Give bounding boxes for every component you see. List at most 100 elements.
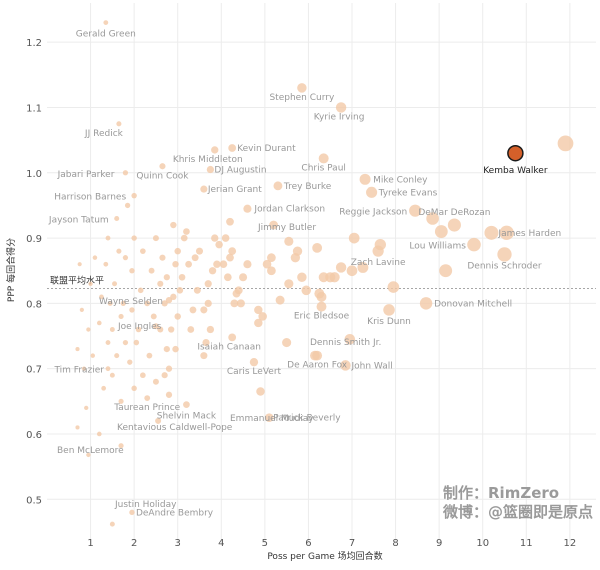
point-label: Jabari Parker bbox=[57, 170, 115, 180]
data-point bbox=[228, 144, 237, 152]
x-tick-label: 6 bbox=[305, 538, 311, 549]
data-point bbox=[129, 307, 135, 313]
data-point bbox=[159, 163, 166, 170]
data-point bbox=[86, 452, 91, 458]
data-point bbox=[290, 253, 301, 263]
data-point bbox=[447, 218, 461, 232]
point-label: Jordan Clarkson bbox=[253, 205, 325, 215]
data-point bbox=[409, 204, 422, 217]
y-tick-label: 1.2 bbox=[26, 38, 42, 49]
data-point bbox=[174, 313, 181, 320]
data-point bbox=[301, 285, 312, 296]
data-point bbox=[176, 287, 184, 294]
point-label: DeAndre Bembry bbox=[136, 508, 214, 518]
data-point bbox=[254, 305, 263, 315]
data-point bbox=[183, 228, 190, 235]
data-point bbox=[183, 401, 190, 408]
data-point bbox=[150, 313, 157, 320]
grid-lines bbox=[47, 3, 596, 545]
data-point bbox=[170, 221, 177, 229]
data-point bbox=[103, 261, 109, 267]
x-tick-label: 11 bbox=[520, 538, 533, 549]
point-label: Dennis Schroder bbox=[467, 261, 542, 271]
data-point bbox=[131, 385, 137, 392]
data-point bbox=[226, 253, 234, 262]
data-point bbox=[122, 255, 129, 261]
point-label: Kevin Durant bbox=[237, 144, 296, 154]
point-label: Stephen Curry bbox=[269, 93, 335, 103]
data-point bbox=[92, 255, 98, 260]
data-point bbox=[359, 173, 371, 185]
point-label: Kentavious Caldwell-Pope bbox=[117, 423, 233, 433]
point-label: Trey Burke bbox=[283, 182, 332, 192]
data-point bbox=[344, 333, 356, 345]
data-point bbox=[109, 327, 115, 332]
data-point bbox=[297, 272, 307, 282]
x-tick-label: 12 bbox=[563, 538, 576, 549]
highlight-point bbox=[507, 144, 524, 162]
data-point bbox=[348, 232, 360, 244]
point-label: James Harden bbox=[497, 229, 561, 239]
data-point bbox=[318, 153, 329, 164]
data-point bbox=[312, 350, 323, 361]
point-label: JJ Redick bbox=[84, 129, 124, 139]
data-point bbox=[195, 247, 204, 255]
data-point bbox=[148, 267, 155, 274]
data-point bbox=[312, 242, 323, 253]
data-point bbox=[81, 366, 87, 371]
data-point bbox=[152, 378, 159, 385]
data-point bbox=[284, 279, 294, 289]
data-point bbox=[187, 326, 195, 333]
data-point bbox=[206, 165, 215, 174]
data-point bbox=[202, 338, 210, 347]
data-point bbox=[114, 353, 120, 359]
data-point bbox=[439, 264, 453, 278]
data-point bbox=[172, 345, 179, 353]
data-point bbox=[165, 391, 173, 398]
data-point bbox=[144, 395, 151, 401]
point-label: Taurean Prince bbox=[113, 403, 180, 413]
data-point bbox=[103, 20, 109, 25]
data-point bbox=[219, 260, 228, 268]
point-label: DeMar DeRozan bbox=[418, 208, 490, 218]
x-tick-label: 4 bbox=[218, 538, 224, 549]
data-point bbox=[193, 286, 201, 294]
data-point bbox=[133, 339, 140, 346]
data-point bbox=[90, 353, 95, 358]
data-point bbox=[105, 340, 111, 345]
data-point bbox=[75, 347, 80, 352]
data-point bbox=[275, 295, 285, 305]
league-average-label: 联盟平均水平 bbox=[50, 274, 104, 286]
point-labels: Gerald Green Stephen Curry Kyrie Irving JJ … bbox=[48, 30, 561, 519]
data-point bbox=[191, 254, 199, 262]
point-label: Isaiah Canaan bbox=[197, 342, 261, 352]
data-point bbox=[105, 235, 111, 241]
data-point bbox=[230, 299, 239, 308]
point-label: Chris Paul bbox=[301, 163, 345, 173]
data-point bbox=[232, 289, 241, 298]
data-point bbox=[135, 326, 142, 333]
data-point bbox=[215, 240, 223, 249]
y-axis-title: PPP 每回合得分 bbox=[5, 238, 17, 302]
y-tick-label: 1.0 bbox=[26, 169, 42, 180]
data-point bbox=[223, 273, 232, 282]
data-point bbox=[383, 304, 395, 316]
data-point bbox=[174, 247, 181, 255]
point-label: Justin Holiday bbox=[114, 500, 177, 510]
point-label: Jayson Tatum bbox=[48, 215, 109, 225]
data-point bbox=[163, 345, 170, 353]
data-point bbox=[88, 281, 93, 287]
point-label: Quinn Cook bbox=[136, 171, 189, 181]
data-point bbox=[120, 300, 126, 306]
data-point bbox=[264, 413, 274, 423]
point-label: Wayne Selden bbox=[99, 297, 163, 307]
data-point bbox=[267, 253, 276, 263]
point-label: Reggie Jackson bbox=[339, 208, 407, 218]
point-label: Tyreke Evans bbox=[378, 188, 438, 198]
y-tick-label: 0.8 bbox=[26, 299, 42, 310]
data-point bbox=[258, 312, 267, 321]
data-point bbox=[118, 398, 124, 404]
data-point bbox=[357, 262, 369, 273]
